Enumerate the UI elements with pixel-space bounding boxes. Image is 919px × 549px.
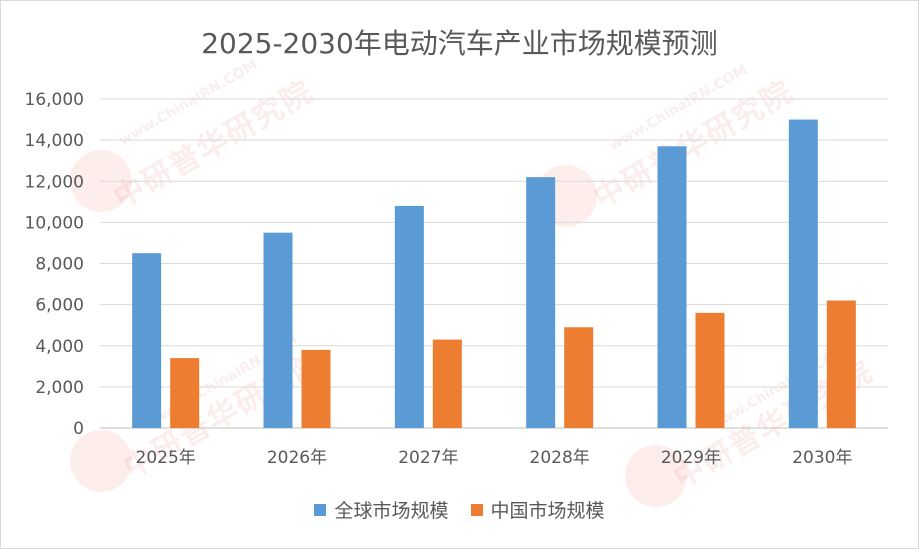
bar-global [657, 146, 687, 428]
chart-title: 2025-2030年电动汽车产业市场规模预测 [201, 27, 718, 60]
x-tick-label: 2026年 [267, 448, 327, 468]
x-tick-label: 2030年 [792, 448, 852, 468]
watermark-logo-icon [625, 445, 687, 507]
legend-item-china: 中国市场规模 [470, 496, 605, 523]
y-tick-label: 2,000 [35, 378, 84, 398]
bar-china [170, 358, 200, 428]
chart-legend: 全球市场规模 中国市场规模 [0, 496, 919, 523]
bar-global [526, 177, 556, 428]
bar-global [132, 253, 162, 428]
x-tick-label: 2027年 [398, 448, 458, 468]
bar-china [826, 300, 856, 428]
legend-swatch-global [314, 503, 327, 516]
y-tick-label: 6,000 [35, 296, 84, 316]
bar-china [301, 349, 331, 428]
bar-global [394, 205, 424, 428]
y-tick-label: 8,000 [35, 255, 84, 275]
watermark-logo-icon [70, 430, 132, 492]
legend-label-china: 中国市场规模 [490, 500, 605, 522]
y-tick-label: 10,000 [25, 213, 84, 233]
legend-item-global: 全球市场规模 [314, 496, 449, 523]
bar-china [695, 312, 725, 428]
legend-label-global: 全球市场规模 [334, 500, 449, 522]
y-tick-label: 14,000 [25, 131, 84, 151]
x-tick-label: 2028年 [530, 448, 590, 468]
y-tick-label: 4,000 [35, 337, 84, 357]
bar-china [432, 339, 462, 428]
bar-global [263, 232, 293, 428]
legend-swatch-china [470, 503, 483, 516]
bar-china [564, 327, 594, 428]
x-tick-label: 2029年 [661, 448, 721, 468]
bar-global [788, 119, 818, 428]
x-tick-label: 2025年 [136, 448, 196, 468]
y-tick-label: 16,000 [25, 90, 84, 110]
y-tick-label: 12,000 [25, 172, 84, 192]
y-tick-label: 0 [73, 419, 84, 439]
